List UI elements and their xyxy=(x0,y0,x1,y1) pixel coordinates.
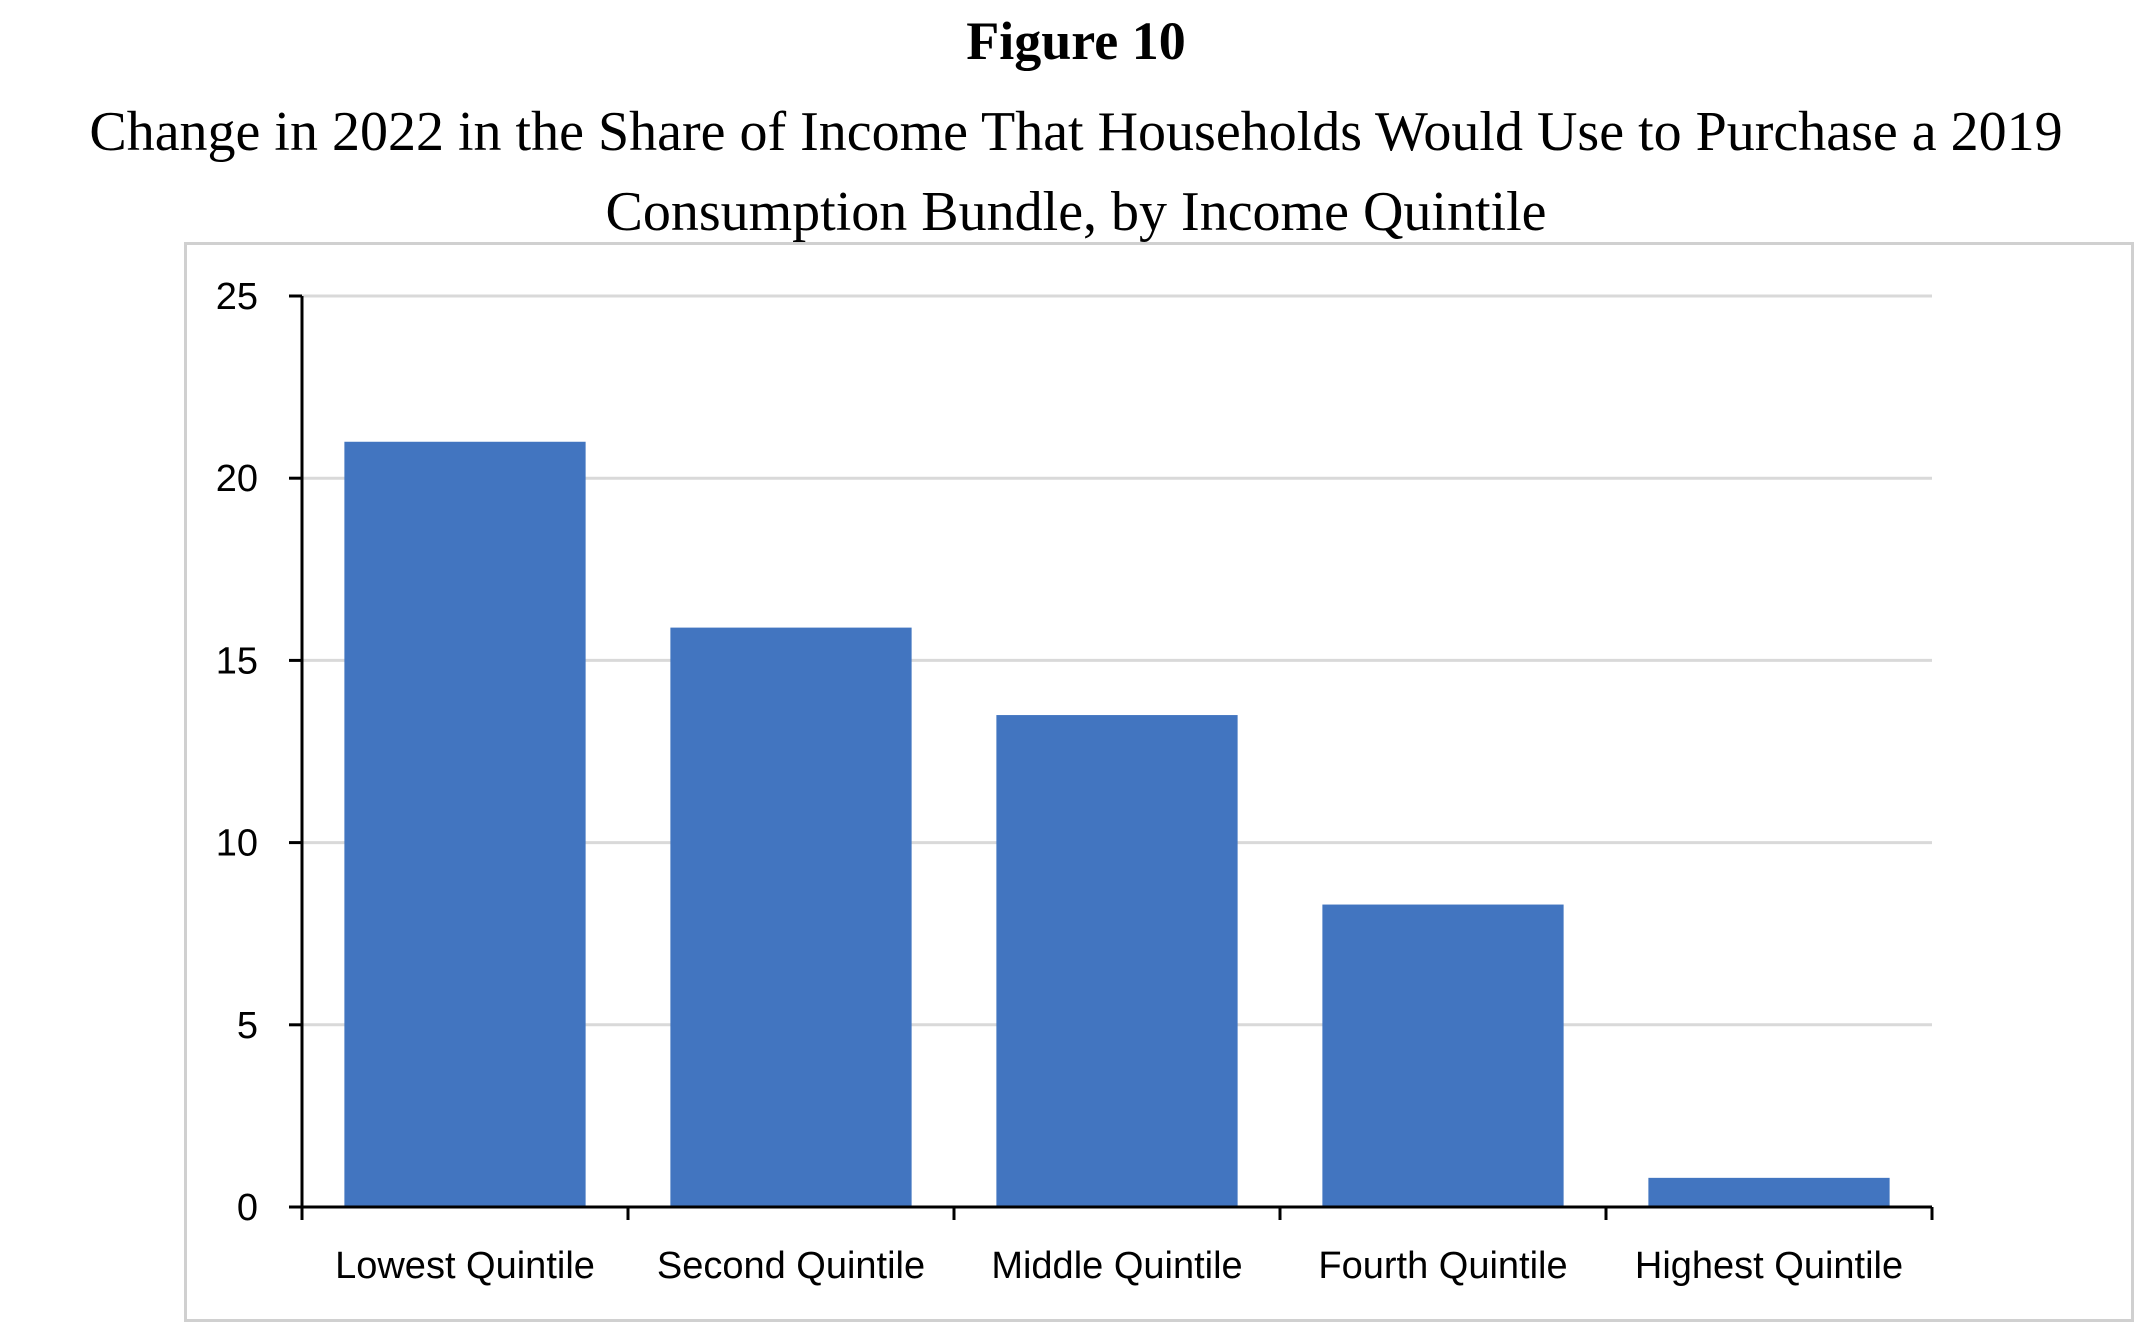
x-tick-label: Fourth Quintile xyxy=(1318,1245,1567,1287)
y-tick-labels: 0 5 10 15 20 25 xyxy=(216,276,258,1229)
bars xyxy=(344,441,1890,1207)
bar xyxy=(344,441,586,1207)
y-tick-label: 20 xyxy=(216,458,258,500)
x-tick-label: Middle Quintile xyxy=(991,1245,1242,1287)
y-tick-label: 15 xyxy=(216,640,258,682)
bar xyxy=(996,715,1238,1207)
figure-label: Figure 10 xyxy=(966,11,1186,71)
y-tick-label: 25 xyxy=(216,276,258,318)
y-tick-label: 0 xyxy=(237,1187,258,1229)
figure-title: Change in 2022 in the Share of Income Th… xyxy=(0,92,2152,252)
axes xyxy=(289,294,1934,1220)
x-tick-labels: Lowest Quintile Second Quintile Middle Qui… xyxy=(335,1245,1903,1287)
bar xyxy=(1648,1177,1890,1207)
y-tick-label: 10 xyxy=(216,823,258,865)
x-tick-label: Highest Quintile xyxy=(1635,1245,1903,1287)
bar xyxy=(1322,904,1564,1207)
figure-title-line-2: Consumption Bundle, by Income Quintile xyxy=(605,181,1547,243)
bar xyxy=(670,627,912,1207)
figure-title-line-1: Change in 2022 in the Share of Income Th… xyxy=(89,101,2063,163)
y-tick-label: 5 xyxy=(237,1005,258,1047)
x-tick-label: Second Quintile xyxy=(657,1245,925,1287)
x-tick-label: Lowest Quintile xyxy=(335,1245,595,1287)
